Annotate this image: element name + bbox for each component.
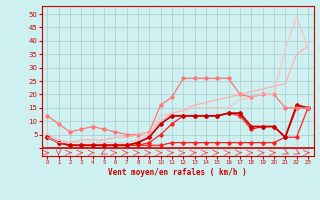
X-axis label: Vent moyen/en rafales ( km/h ): Vent moyen/en rafales ( km/h ) <box>108 168 247 177</box>
